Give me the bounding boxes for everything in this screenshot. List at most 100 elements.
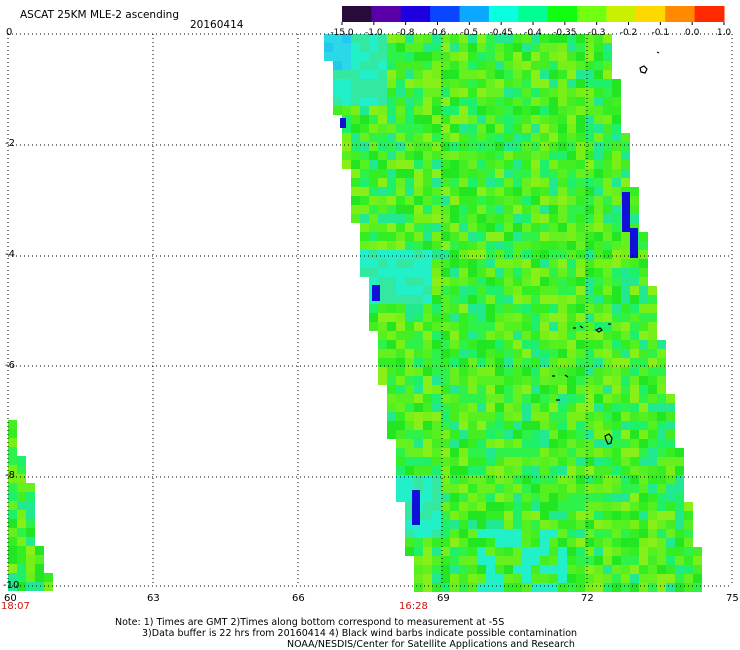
swath-cell [630, 493, 639, 502]
swath-cell [594, 448, 603, 457]
swath-cell [621, 358, 630, 367]
swath-cell [612, 493, 621, 502]
swath-cell [612, 367, 621, 376]
swath-cell [549, 304, 558, 313]
swath-cell [486, 376, 495, 385]
swath-cell [558, 160, 567, 169]
swath-cell [432, 295, 441, 304]
swath-cell [666, 511, 675, 520]
swath-cell [639, 304, 648, 313]
swath-cell [441, 115, 450, 124]
swath-cell [639, 349, 648, 358]
swath-cell [450, 241, 459, 250]
swath-cell [603, 313, 612, 322]
swath-cell [540, 466, 549, 475]
swath-cell [612, 187, 621, 196]
colorbar-tick-label: -0.2 [620, 28, 638, 38]
swath-cell [8, 447, 17, 456]
swath-cell [522, 34, 531, 43]
swath-cell [531, 79, 540, 88]
swath-cell [477, 547, 486, 556]
swath-cell [513, 52, 522, 61]
swath-cell [414, 448, 423, 457]
swath-cell [369, 322, 378, 331]
swath-cell [576, 511, 585, 520]
swath-cell [549, 187, 558, 196]
swath-cell [603, 223, 612, 232]
swath-cell [612, 79, 621, 88]
swath-cell [630, 349, 639, 358]
swath-cell [351, 169, 360, 178]
swath-cell [387, 349, 396, 358]
swath-cell [684, 520, 693, 529]
swath-cell [576, 304, 585, 313]
swath-cell [657, 430, 666, 439]
swath-cell [477, 250, 486, 259]
swath-cell [603, 484, 612, 493]
swath-cell [396, 223, 405, 232]
swath-cell [585, 79, 594, 88]
swath-cell [540, 358, 549, 367]
swath-cell [450, 106, 459, 115]
swath-cell [504, 286, 513, 295]
swath-cell [423, 268, 432, 277]
swath-cell [576, 313, 585, 322]
swath-cell [513, 367, 522, 376]
swath-cell [432, 304, 441, 313]
swath-cell [360, 52, 369, 61]
swath-cell [585, 475, 594, 484]
swath-cell [576, 502, 585, 511]
swath-cell [612, 583, 621, 592]
swath-cell [540, 313, 549, 322]
swath-cell [603, 421, 612, 430]
swath-cell [657, 385, 666, 394]
swath-cell [549, 223, 558, 232]
swath-cell [432, 241, 441, 250]
swath-cell [540, 286, 549, 295]
swath-cell [567, 448, 576, 457]
swath-cell [675, 484, 684, 493]
swath-cell [522, 475, 531, 484]
swath-cell [549, 97, 558, 106]
swath-cell [522, 223, 531, 232]
swath-cell [396, 340, 405, 349]
swath-cell [585, 439, 594, 448]
swath-cell [486, 115, 495, 124]
swath-cell [567, 439, 576, 448]
swath-cell [450, 88, 459, 97]
swath-cell [468, 331, 477, 340]
swath-cell [549, 565, 558, 574]
swath-cell [486, 511, 495, 520]
swath-cell [603, 448, 612, 457]
swath-cell [405, 187, 414, 196]
swath-cell [648, 421, 657, 430]
swath-cell [612, 412, 621, 421]
swath-cell [594, 151, 603, 160]
swath-cell [369, 304, 378, 313]
swath-cell [567, 340, 576, 349]
swath-cell [504, 511, 513, 520]
swath-cell [459, 511, 468, 520]
swath-cell [468, 124, 477, 133]
swath-cell [513, 322, 522, 331]
swath-cell [486, 484, 495, 493]
swath-cell [612, 322, 621, 331]
swath-cell [378, 232, 387, 241]
swath-cell [531, 232, 540, 241]
swath-cell [621, 322, 630, 331]
swath-cell [459, 376, 468, 385]
swath-cell [522, 187, 531, 196]
swath-cell [387, 412, 396, 421]
swath-cell [657, 376, 666, 385]
swath-cell [612, 394, 621, 403]
swath-cell [657, 583, 666, 592]
swath-cell [540, 223, 549, 232]
swath-cell [612, 223, 621, 232]
swath-cell [648, 331, 657, 340]
swath-cell [495, 448, 504, 457]
swath-cell [468, 286, 477, 295]
swath-cell [585, 340, 594, 349]
swath-cell [369, 205, 378, 214]
swath-cell [450, 286, 459, 295]
swath-cell [630, 466, 639, 475]
